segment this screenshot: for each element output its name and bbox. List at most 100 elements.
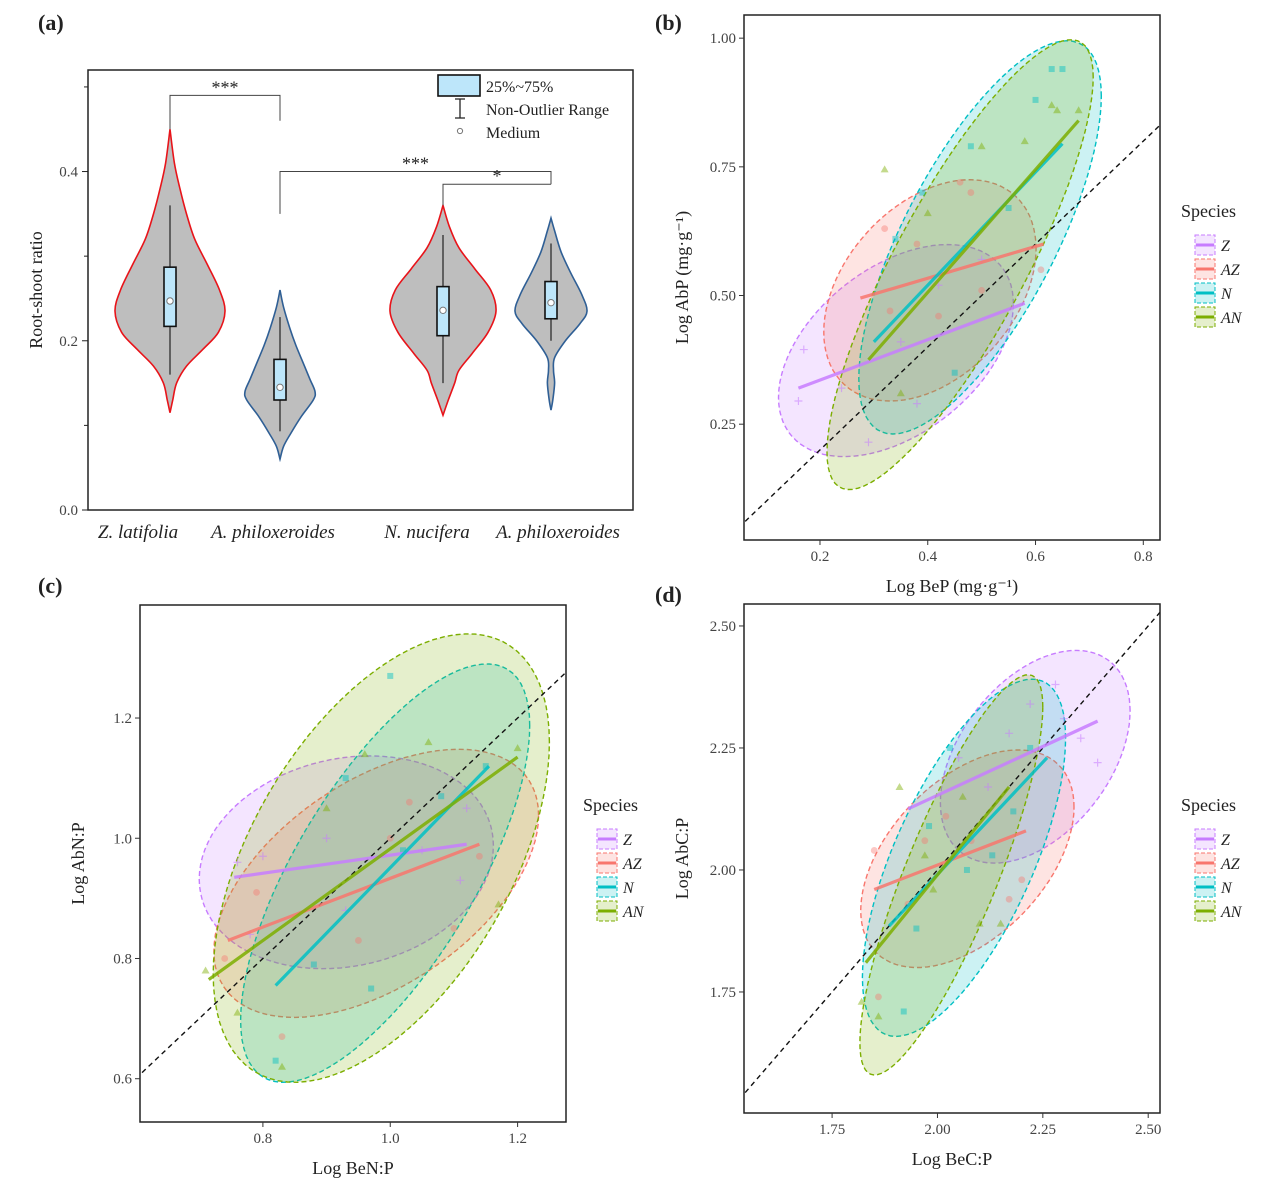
category-label: A. philoxeroides <box>209 522 335 543</box>
reference-line-1-to-1 <box>744 124 1160 524</box>
legend-label-N: N <box>1220 880 1233 897</box>
data-point-AN <box>201 966 210 974</box>
data-point-N <box>926 823 933 830</box>
y-tick-label: 1.00 <box>710 31 736 47</box>
iqr-box <box>273 358 287 401</box>
data-point-AZ <box>405 798 413 806</box>
confidence-ellipse-AN <box>859 674 1044 1076</box>
legend-label-N: N <box>622 880 635 897</box>
data-point-Z <box>896 337 905 346</box>
y-tick-label: 0.25 <box>710 417 736 433</box>
significance-bracket <box>279 171 552 214</box>
data-point-Z <box>799 345 808 354</box>
data-point-AN <box>1047 101 1056 109</box>
data-point-AN <box>996 919 1005 927</box>
data-point-Z <box>794 397 803 406</box>
x-tick-label: 1.0 <box>381 1131 400 1147</box>
data-point-AN <box>920 851 929 859</box>
significance-bracket <box>169 94 281 130</box>
legend-median-swatch <box>456 127 464 135</box>
data-point-AZ <box>1005 895 1013 903</box>
x-tick-label: 1.75 <box>819 1122 845 1138</box>
plot-area <box>744 39 1160 524</box>
data-point-AN <box>1020 137 1029 145</box>
data-point-AZ <box>253 888 260 896</box>
data-point-AZ <box>935 312 942 320</box>
data-point-AN <box>360 750 369 758</box>
data-point-AN <box>896 389 905 397</box>
data-point-N <box>967 143 974 150</box>
legend-title: Species <box>583 795 638 815</box>
data-point-AN <box>958 792 967 800</box>
x-tick-label: 2.00 <box>924 1122 950 1138</box>
data-point-N <box>919 189 926 196</box>
regression-line-N <box>887 756 1049 928</box>
data-point-N <box>1032 96 1039 103</box>
data-point-N <box>963 866 970 873</box>
data-point-AZ <box>913 240 921 248</box>
y-tick-label: 1.2 <box>113 711 132 727</box>
x-tick-label: 1.2 <box>508 1131 527 1147</box>
data-point-AZ <box>221 955 229 962</box>
panel-label-a: (a) <box>38 10 64 35</box>
regression-line-Z <box>234 842 467 879</box>
data-point-Z <box>1051 680 1060 689</box>
data-point-Z <box>258 852 267 861</box>
y-axis-label: Root-shoot ratio <box>26 231 46 349</box>
legend-label-AZ: AZ <box>622 856 643 873</box>
x-tick-label: 0.2 <box>811 549 830 565</box>
data-point-AZ <box>942 812 950 820</box>
y-tick-label: 2.25 <box>710 741 736 757</box>
data-point-N <box>272 1057 279 1064</box>
x-tick-label: 0.8 <box>254 1131 273 1147</box>
x-axis-label: Log BeN:P <box>312 1158 394 1178</box>
data-point-AZ <box>875 993 882 1001</box>
data-point-AZ <box>1018 876 1026 884</box>
legend-whisker-swatch <box>455 98 465 119</box>
data-point-AN <box>233 1008 242 1016</box>
data-point-AN <box>975 919 984 927</box>
data-point-Z <box>1005 729 1014 738</box>
y-tick-label: 1.0 <box>113 831 132 847</box>
data-point-AN <box>1053 106 1062 114</box>
legend-label-Z: Z <box>623 832 633 849</box>
data-point-AN <box>929 885 938 893</box>
legend-label-Z: Z <box>1221 832 1231 849</box>
legend-title: Species <box>1181 201 1236 221</box>
regression-line-AN <box>864 785 1011 964</box>
data-point-N <box>368 985 375 992</box>
data-point-N <box>951 369 958 376</box>
panel-label-c: (c) <box>38 573 62 598</box>
panel-label-d: (d) <box>655 582 682 607</box>
regression-line-Z <box>797 301 1026 390</box>
data-point-Z <box>954 753 963 762</box>
data-point-N <box>1010 808 1017 815</box>
data-point-Z <box>456 876 465 885</box>
data-point-AN <box>278 1062 286 1070</box>
regression-line-AZ <box>859 242 1045 300</box>
data-point-Z <box>322 834 331 843</box>
data-point-AN <box>857 997 866 1005</box>
y-axis-label: Log AbC:P <box>672 818 692 900</box>
y-axis-label: Log AbP (mg·g⁻¹) <box>672 211 693 344</box>
data-point-AN <box>977 142 986 150</box>
data-point-AZ <box>978 286 986 294</box>
data-point-AZ <box>870 847 878 854</box>
x-tick-label: 0.6 <box>1026 549 1045 565</box>
legend-label-AN: AN <box>1220 310 1243 327</box>
y-tick-label: 1.75 <box>710 985 736 1001</box>
y-tick-label: 0.75 <box>710 160 736 176</box>
y-tick-label: 0.0 <box>59 503 78 519</box>
data-point-AN <box>874 1012 883 1020</box>
x-tick-label: 0.4 <box>918 549 937 565</box>
legend-box-swatch <box>437 74 481 97</box>
data-point-Z <box>912 399 921 408</box>
data-point-AZ <box>881 225 889 233</box>
data-point-Z <box>1093 758 1102 767</box>
plot-area <box>744 611 1160 1096</box>
data-point-AN <box>923 209 932 217</box>
legend-label-AN: AN <box>1220 904 1243 921</box>
iqr-box <box>163 266 177 328</box>
data-point-AN <box>424 738 433 746</box>
legend-label-Z: Z <box>1221 238 1231 255</box>
